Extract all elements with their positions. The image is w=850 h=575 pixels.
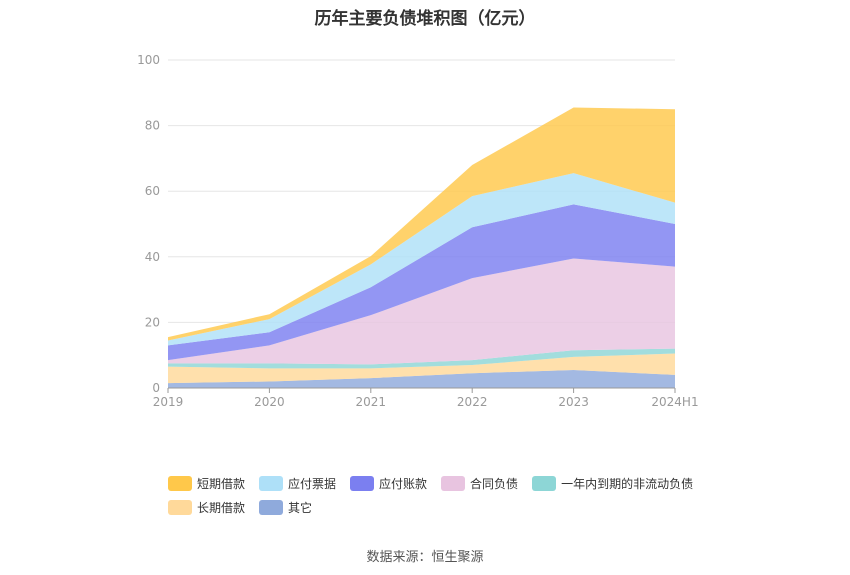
legend-item[interactable]: 其它	[259, 498, 312, 516]
legend-label: 合同负债	[470, 476, 519, 491]
legend-label: 应付账款	[379, 476, 428, 491]
chart-title: 历年主要负债堆积图（亿元）	[314, 9, 536, 29]
y-tick-label: 20	[145, 315, 160, 329]
legend-item[interactable]: 应付票据	[259, 474, 336, 492]
x-tick-label: 2024H1	[651, 395, 698, 409]
legend-swatch	[350, 475, 375, 491]
legend-swatch	[259, 499, 284, 515]
legend-item[interactable]: 合同负债	[441, 474, 518, 492]
legend-label: 应付票据	[288, 476, 337, 491]
x-tick-label: 2019	[153, 395, 184, 409]
legend-swatch	[168, 475, 192, 491]
legend-item[interactable]: 长期借款	[168, 498, 245, 516]
series-area	[168, 258, 675, 365]
legend: 短期借款 应付票据 应付账款 合同负债 一年内到期的非流动负债长期借款 其它	[168, 474, 728, 516]
y-tick-label: 0	[152, 381, 160, 395]
series-area	[168, 369, 675, 388]
series-area	[168, 348, 675, 369]
legend-item[interactable]: 应付账款	[350, 474, 427, 492]
legend-item[interactable]: 一年内到期的非流动负债	[532, 474, 693, 492]
y-tick-label: 60	[145, 184, 160, 198]
legend-label: 其它	[288, 500, 313, 515]
x-tick-label: 2021	[356, 395, 387, 409]
legend-item[interactable]: 短期借款	[168, 474, 245, 492]
x-tick-label: 2020	[254, 395, 285, 409]
legend-swatch	[441, 475, 466, 491]
series-area	[168, 353, 675, 384]
legend-label: 长期借款	[197, 500, 246, 515]
y-tick-label: 100	[137, 53, 160, 67]
y-tick-label: 40	[145, 250, 160, 264]
legend-swatch	[259, 475, 284, 491]
series-area	[168, 107, 675, 341]
legend-label: 短期借款	[197, 476, 246, 491]
x-tick-label: 2022	[457, 395, 488, 409]
series-area	[168, 204, 675, 361]
y-tick-label: 80	[145, 119, 160, 133]
legend-label: 一年内到期的非流动负债	[561, 476, 694, 491]
legend-swatch	[168, 499, 192, 515]
legend-swatch	[532, 475, 557, 491]
x-tick-label: 2023	[558, 395, 589, 409]
data-source: 数据来源：恒生聚源	[366, 550, 484, 565]
series-area	[168, 173, 675, 346]
